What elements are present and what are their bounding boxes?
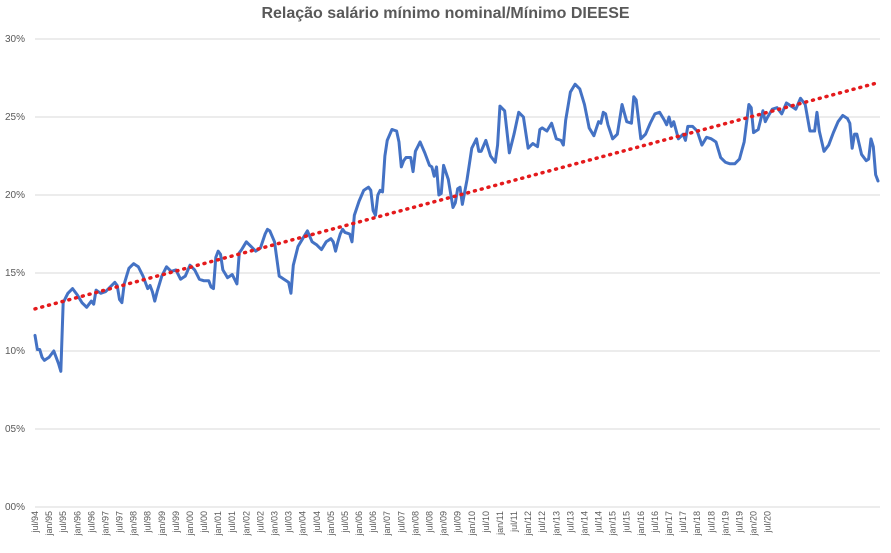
x-tick-label: jan/02 [241, 511, 251, 537]
series-layer [33, 80, 880, 373]
x-tick-label: jul/94 [30, 511, 40, 534]
series-line [33, 82, 880, 373]
x-tick-label: jul/06 [368, 511, 378, 534]
x-tick-label: jul/19 [734, 511, 744, 534]
x-tick-label: jan/17 [664, 511, 674, 537]
x-tick-label: jul/98 [143, 511, 153, 534]
y-tick-label: 10% [5, 346, 25, 357]
x-tick-label: jul/05 [340, 511, 350, 534]
x-tick-label: jan/13 [551, 511, 561, 537]
x-tick-label: jul/15 [622, 511, 632, 534]
x-tick-label: jul/12 [537, 511, 547, 534]
x-tick-label: jan/01 [213, 511, 223, 537]
x-tick-label: jan/95 [44, 511, 54, 537]
x-tick-label: jul/97 [115, 511, 125, 534]
trend-line [33, 80, 880, 311]
x-tick-label: jan/19 [720, 511, 730, 537]
x-tick-label: jul/09 [453, 511, 463, 534]
y-axis-tick-labels: 00% 05% 10% 15% 20% 25% 30% [5, 34, 25, 513]
x-tick-label: jan/97 [100, 511, 110, 537]
x-tick-label: jan/00 [185, 511, 195, 537]
x-tick-label: jan/11 [495, 511, 505, 536]
x-tick-label: jan/04 [298, 511, 308, 537]
x-tick-label: jan/10 [467, 511, 477, 537]
x-tick-label: jan/16 [636, 511, 646, 537]
x-tick-label: jul/02 [255, 511, 265, 534]
x-tick-label: jan/08 [410, 511, 420, 537]
x-tick-label: jan/07 [382, 511, 392, 537]
chart-title: Relação salário mínimo nominal/Mínimo DI… [261, 5, 630, 22]
x-tick-label: jan/15 [608, 511, 618, 537]
y-tick-label: 00% [5, 502, 25, 513]
x-tick-label: jan/14 [579, 511, 589, 537]
x-tick-label: jan/12 [523, 511, 533, 537]
x-tick-label: jul/11 [509, 511, 519, 533]
x-tick-label: jul/18 [706, 511, 716, 534]
x-tick-label: jan/98 [129, 511, 139, 537]
y-tick-label: 05% [5, 424, 25, 435]
x-tick-label: jul/10 [481, 511, 491, 534]
x-tick-label: jul/07 [396, 511, 406, 534]
x-tick-label: jan/09 [439, 511, 449, 537]
x-tick-label: jul/20 [763, 511, 773, 534]
x-tick-label: jan/18 [692, 511, 702, 537]
x-tick-label: jan/99 [157, 511, 167, 537]
x-tick-label: jul/08 [424, 511, 434, 534]
x-tick-label: jul/00 [199, 511, 209, 534]
x-tick-label: jul/13 [565, 511, 575, 534]
x-tick-label: jan/05 [326, 511, 336, 537]
x-tick-label: jul/96 [86, 511, 96, 534]
x-tick-label: jul/95 [58, 511, 68, 534]
x-tick-label: jul/16 [650, 511, 660, 534]
x-tick-label: jul/04 [312, 511, 322, 534]
y-tick-label: 30% [5, 34, 25, 45]
x-tick-label: jul/14 [594, 511, 604, 534]
x-tick-label: jan/06 [354, 511, 364, 537]
x-tick-label: jul/99 [171, 511, 181, 534]
x-tick-label: jul/03 [284, 511, 294, 534]
x-tick-label: jul/01 [227, 511, 237, 534]
x-tick-label: jan/20 [749, 511, 759, 537]
x-tick-label: jan/96 [72, 511, 82, 537]
x-tick-label: jan/03 [270, 511, 280, 537]
y-tick-label: 15% [5, 268, 25, 279]
y-tick-label: 25% [5, 112, 25, 123]
x-axis-tick-labels: jul/94 jan/95 jul/95 jan/96 jul/96 jan/97 jul/… [30, 511, 773, 537]
y-tick-label: 20% [5, 190, 25, 201]
x-tick-label: jul/17 [678, 511, 688, 534]
